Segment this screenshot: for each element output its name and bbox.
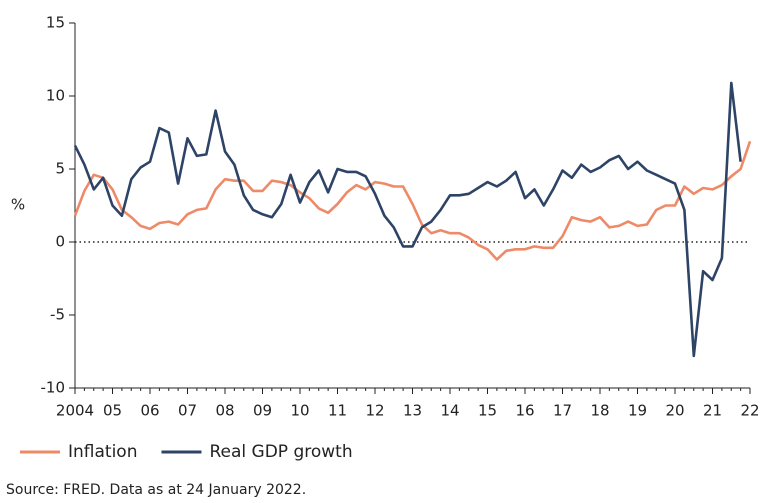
x-tick-label: 09	[253, 402, 272, 420]
x-tick-label: 07	[178, 402, 197, 420]
x-tick-label: 2004	[56, 402, 94, 420]
x-tick-label: 08	[215, 402, 234, 420]
x-tick-label: 14	[440, 402, 459, 420]
x-tick-label: 15	[478, 402, 497, 420]
series-line	[73, 140, 752, 261]
y-tick-label: -5	[50, 306, 65, 324]
x-tick-label: 10	[290, 402, 309, 420]
x-tick-label: 17	[553, 402, 572, 420]
x-tick-label: 11	[328, 402, 347, 420]
y-tick-label: 10	[46, 87, 65, 105]
y-axis-label: %	[11, 196, 25, 214]
x-tick-label: 18	[590, 402, 609, 420]
legend-label: Real GDP growth	[209, 442, 352, 462]
y-tick-label: -10	[41, 379, 66, 397]
source-note: Source: FRED. Data as at 24 January 2022…	[6, 482, 306, 498]
x-tick-label: 21	[703, 402, 722, 420]
x-tick-label: 06	[140, 402, 159, 420]
x-tick-label: 13	[403, 402, 422, 420]
y-tick-label: 0	[55, 233, 65, 251]
x-tick-label: 05	[103, 402, 122, 420]
x-tick-label: 19	[628, 402, 647, 420]
series-line	[73, 81, 742, 358]
x-tick-label: 20	[665, 402, 684, 420]
x-tick-label: 16	[515, 402, 534, 420]
x-tick-label: 12	[365, 402, 384, 420]
y-tick-label: 15	[46, 14, 65, 32]
legend-label: Inflation	[68, 442, 137, 462]
y-tick-label: 5	[55, 160, 65, 178]
x-tick-label: 22	[740, 402, 759, 420]
